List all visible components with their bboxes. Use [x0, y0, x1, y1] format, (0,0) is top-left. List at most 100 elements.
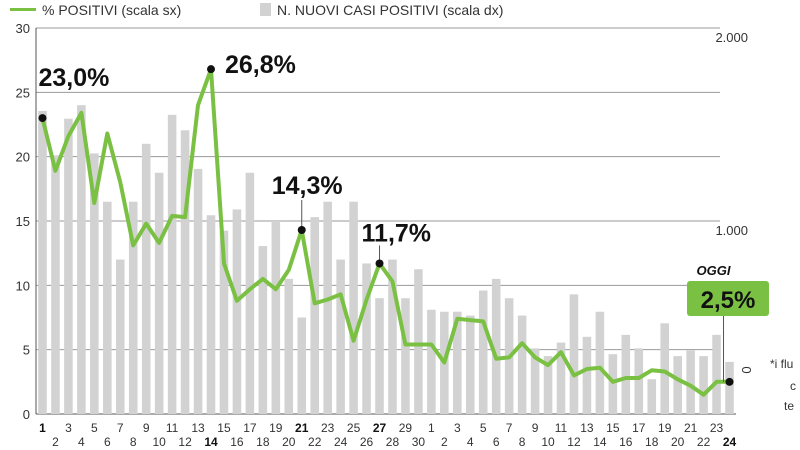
x-tick-label: 23	[321, 421, 335, 435]
x-tick-label: 15	[217, 421, 231, 435]
x-tick-label: 29	[399, 421, 413, 435]
x-tick-label: 12	[567, 435, 581, 449]
bar	[90, 153, 99, 414]
annotations: 23,0% 26,8% 14,3% 11,7% OGGI 2,5%	[38, 51, 769, 386]
annotation-marker	[38, 114, 47, 123]
y-left-tick-label: 10	[16, 278, 30, 293]
bar	[465, 315, 475, 414]
bar	[115, 259, 125, 414]
x-tick-label: 10	[152, 435, 166, 449]
x-tick-label: 16	[619, 435, 633, 449]
x-tick-label: 21	[684, 421, 698, 435]
x-tick-label: 4	[78, 435, 85, 449]
annotation-marker	[207, 65, 215, 74]
annotation-marker	[375, 259, 384, 268]
y-right-tick-label: 2.000	[715, 30, 748, 45]
side-note-line: te	[784, 399, 794, 413]
bar	[582, 336, 592, 414]
bar	[349, 201, 358, 414]
x-tick-label: 4	[467, 435, 474, 449]
legend-swatch-line	[10, 8, 36, 11]
annotation-badge	[687, 281, 769, 316]
x-tick-label: 16	[230, 435, 244, 449]
bar	[141, 143, 151, 415]
x-tick-label: 9	[143, 421, 150, 435]
bar	[128, 201, 138, 414]
bar	[634, 348, 644, 414]
bar	[712, 334, 721, 414]
x-tick-label: 18	[645, 435, 659, 449]
bar	[621, 334, 631, 414]
bar	[556, 342, 566, 414]
x-tick-label: 9	[532, 421, 539, 435]
bar	[297, 317, 307, 414]
bar	[38, 110, 47, 415]
x-tick-label: 2	[441, 435, 448, 449]
side-note: *i flu c te	[770, 357, 796, 413]
bar	[699, 356, 708, 414]
x-tick-label: 5	[91, 421, 98, 435]
x-tick-label: 10	[541, 435, 555, 449]
bar	[258, 246, 268, 414]
annotation-label: 2,5%	[701, 287, 756, 314]
x-tick-label: 24	[723, 435, 737, 449]
x-tick-label: 2	[52, 435, 59, 449]
x-tick-label: 18	[256, 435, 270, 449]
bar	[245, 172, 255, 414]
bar	[427, 309, 436, 414]
bar	[219, 230, 229, 414]
legend-label-line: % POSITIVI (scala sx)	[42, 2, 181, 18]
bar	[180, 130, 190, 415]
bar	[530, 348, 540, 414]
bar	[569, 294, 579, 414]
bar	[284, 278, 294, 414]
x-tick-label: 6	[104, 435, 111, 449]
legend-label-bar: N. NUOVI CASI POSITIVI (scala dx)	[277, 2, 503, 18]
bar	[310, 217, 319, 414]
line-series	[40, 67, 732, 397]
y-left-tick-label: 20	[16, 150, 30, 165]
x-tick-label: 22	[697, 435, 711, 449]
bar	[206, 215, 216, 414]
bar	[103, 201, 112, 414]
bar	[725, 361, 734, 414]
x-tick-label: 13	[580, 421, 594, 435]
y-left-tick-label: 15	[16, 214, 30, 229]
bar	[543, 356, 553, 414]
x-tick-label: 3	[65, 421, 72, 435]
x-tick-label: 14	[593, 435, 607, 449]
bar	[271, 221, 281, 414]
bar	[64, 118, 73, 415]
bar	[375, 298, 384, 414]
y-left-tick-label: 30	[16, 21, 30, 36]
x-tick-label: 11	[555, 421, 568, 435]
x-tick-label: 5	[480, 421, 487, 435]
y-axis-left: 0 5 10 15 20 25 30	[16, 21, 30, 422]
annotation-label: 26,8%	[225, 51, 296, 79]
x-tick-label: 15	[606, 421, 620, 435]
y-left-tick-label: 5	[23, 343, 30, 358]
y-right-tick-label: 1.000	[715, 223, 748, 238]
bar-series	[38, 105, 734, 415]
bar	[388, 259, 397, 414]
y-right-tick-label: 0	[739, 366, 754, 373]
x-tick-label: 7	[506, 421, 513, 435]
x-tick-label: 6	[493, 435, 500, 449]
bar	[595, 311, 605, 414]
x-tick-label: 14	[204, 435, 218, 449]
x-tick-label: 11	[166, 421, 179, 435]
x-tick-label: 30	[412, 435, 426, 449]
x-tick-label: 19	[269, 421, 283, 435]
bar	[323, 201, 332, 414]
y-axis-right: 0 1.000 2.000	[715, 30, 754, 374]
x-tick-label: 26	[360, 435, 374, 449]
bar	[491, 278, 501, 414]
x-tick-label: 1	[428, 421, 435, 435]
x-tick-label: 21	[295, 421, 309, 435]
bar	[517, 315, 527, 414]
bar	[686, 350, 695, 414]
x-tick-label: 20	[671, 435, 685, 449]
side-note-line: *i flu	[770, 357, 793, 371]
x-tick-label: 13	[191, 421, 205, 435]
bar	[232, 209, 242, 414]
